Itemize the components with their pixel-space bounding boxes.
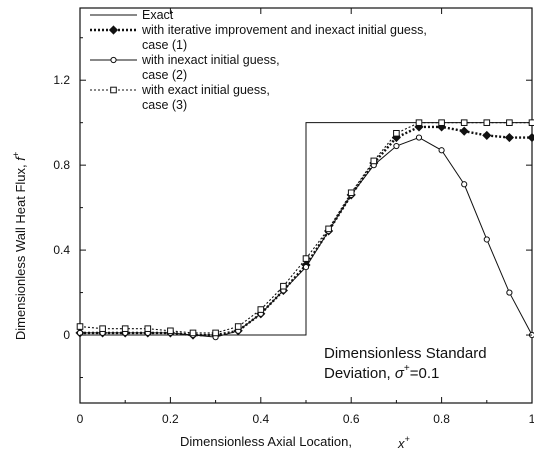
data-point-circle (506, 289, 513, 296)
y-axis: 0 0.4 0.8 1.2 (53, 37, 532, 379)
data-point-square (393, 129, 400, 137)
y-tick-label: 0.8 (53, 158, 70, 172)
x-tick-label: 0 (77, 412, 84, 426)
data-point-diamond (108, 25, 119, 35)
legend-label: Exact (142, 8, 174, 22)
data-point-circle (302, 263, 310, 271)
y-tick-label: 0.4 (53, 243, 70, 257)
data-point-square (280, 282, 287, 290)
data-point-square (167, 327, 174, 335)
series-line (79, 122, 532, 334)
data-point-diamond (459, 126, 469, 136)
data-point-square (528, 119, 534, 126)
data-point-square (483, 119, 491, 126)
data-point-square (212, 329, 219, 337)
data-point-square (121, 325, 129, 332)
legend-label: with iterative improvement and inexact i… (141, 23, 427, 37)
x-tick-label: 0.6 (343, 412, 360, 426)
data-point-circle (110, 56, 117, 64)
legend-item-3: with inexact initial guess,case (2) (90, 53, 280, 82)
data-point-square (438, 119, 445, 126)
x-tick-label: 0.8 (433, 412, 450, 426)
data-point-diamond (482, 130, 492, 140)
series-2 (75, 122, 534, 340)
x-tick-label: 1 (529, 412, 534, 426)
series-line (80, 122, 532, 336)
legend-label: case (2) (142, 68, 187, 82)
legend-label: with inexact initial guess, (141, 53, 280, 67)
data-point-square (144, 325, 152, 332)
data-point-square (302, 255, 310, 262)
data-point-square (370, 157, 378, 165)
data-point-square (189, 329, 197, 337)
data-point-circle (483, 236, 490, 243)
annotation-line2: Deviation, σ+=0.1 (324, 363, 439, 382)
data-point-square (234, 323, 242, 330)
x-axis-label: Dimensionless Axial Location, (180, 434, 352, 449)
y-axis-label: Dimensionless Wall Heat Flux, f+ (11, 152, 28, 340)
data-point-square (347, 189, 355, 197)
data-point-square (76, 323, 84, 330)
legend-item-4: with exact initial guess,case (3) (90, 83, 270, 112)
data-point-square (415, 119, 423, 126)
data-point-square (325, 225, 332, 233)
legend-item-2: with iterative improvement and inexact i… (90, 23, 427, 52)
data-point-circle (461, 181, 468, 188)
data-point-square (110, 86, 117, 94)
data-point-square (99, 325, 106, 332)
data-point-square (460, 119, 468, 126)
data-point-diamond (504, 132, 514, 143)
data-point-diamond (527, 132, 534, 143)
legend-item-1: Exact (90, 8, 174, 22)
legend-label: case (1) (142, 38, 187, 52)
data-point-circle (438, 147, 445, 154)
series-1 (80, 122, 532, 336)
annotation-line1: Dimensionless Standard (324, 345, 487, 362)
series-4 (76, 119, 534, 337)
data-point-square (257, 306, 265, 313)
data-point-circle (393, 142, 400, 150)
x-axis: 0 0.2 0.4 0.6 0.8 1 (77, 8, 534, 426)
annotation: Dimensionless Standard Deviation, σ+=0.1 (324, 345, 487, 382)
plot-area (75, 7, 534, 404)
x-tick-label: 0.2 (162, 412, 179, 426)
data-point-square (506, 119, 513, 126)
x-tick-label: 0.4 (252, 412, 269, 426)
y-tick-label: 1.2 (53, 73, 70, 87)
legend-label: case (3) (142, 98, 187, 112)
x-axis-label-symbol: x+ (397, 434, 410, 451)
legend-label: with exact initial guess, (141, 83, 270, 97)
data-point-circle (415, 134, 423, 141)
y-tick-label: 0 (63, 328, 70, 342)
